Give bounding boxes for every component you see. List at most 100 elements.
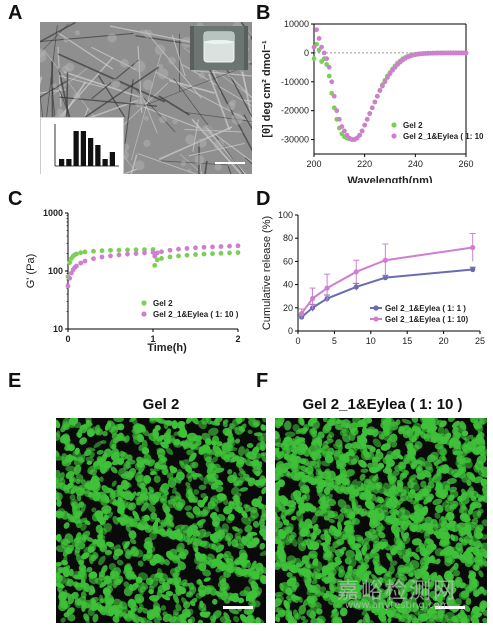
data-point [99,248,105,254]
data-point [91,256,96,262]
y-tick-label: 20 [283,303,293,313]
data-point [357,132,362,138]
data-point [150,249,156,255]
data-point [382,257,388,263]
x-axis-label: Time(h) [147,342,187,354]
data-point [309,295,316,302]
data-point [99,254,105,260]
data-point [336,116,342,122]
data-point [74,263,79,269]
data-point [154,250,160,256]
histogram-inset [40,117,124,174]
y-tick-label: -20000 [281,106,309,116]
y-tick-label: 60 [283,256,293,266]
data-point [184,252,190,258]
data-point [67,260,73,265]
tem-fiber-texture [40,22,252,174]
data-point [65,283,71,289]
legend-marker [373,316,379,322]
data-point [299,311,305,317]
data-point [367,111,373,116]
data-point [324,56,330,62]
data-point [159,249,164,255]
data-point [326,64,332,70]
data-point [108,247,113,253]
hist-bar [95,145,101,166]
data-point [193,252,198,257]
data-point [382,79,388,85]
legend-label: Gel 2 [153,299,173,308]
legend-label: Gel 2_1&Eylea ( 1: 10 ) [153,310,239,319]
tem-image [40,22,252,174]
vial-icon [194,26,244,70]
cell-texture-f [275,418,487,623]
data-point [314,27,319,33]
hist-bar [66,159,72,166]
data-point [387,71,393,77]
data-point [167,247,173,253]
data-point [380,83,385,89]
y-tick-label: 0 [304,48,309,58]
data-point [116,247,122,253]
x-tick-label: 15 [402,336,412,346]
legend-label: Gel 2_1&Eylea ( 1: 10) [385,315,468,324]
fluorescence-image-gel2-eylea: 嘉峪检测网 www.anytesting.com [275,418,487,623]
x-tick-label: 200 [306,159,321,169]
fluorescence-image-gel2 [56,418,266,623]
data-point [463,50,469,56]
data-point [372,99,378,105]
data-point [82,249,88,255]
x-tick-label: 5 [332,336,337,346]
hist-bar [102,159,108,166]
series-line [300,246,473,315]
data-point [321,50,327,56]
y-tick-label: 10 [53,324,63,334]
data-point [362,122,368,128]
data-point [78,260,84,266]
data-point [324,285,330,291]
data-point [125,247,130,253]
vial-photo-inset [190,26,248,70]
cell-texture-e [56,418,266,623]
data-point [326,73,332,79]
y-tick-label: -10000 [281,77,309,87]
y-tick-label: 0 [288,326,293,336]
data-point [154,257,160,263]
data-point [377,88,383,93]
legend-marker [373,305,379,311]
data-point [184,246,190,251]
x-tick-label: 20 [439,336,449,346]
legend-marker [391,122,397,128]
y-tick-label: -30000 [281,135,309,145]
data-point [235,250,241,255]
data-point [74,251,79,257]
cd-spectrum-chart: 10000 0 -10000 -20000 -30000 200 220 240 260 Wave… [261,19,486,183]
data-point [108,253,113,259]
data-point [353,269,359,275]
watermark-sub: www.anytesting.com [345,600,450,611]
panel-letter-d: D [256,188,271,210]
data-point [67,275,73,281]
legend-marker [141,300,147,306]
legend-label: Gel 2_1&Eylea ( 1: 10 ) [403,132,486,141]
panel-letter-a: A [8,2,23,24]
data-point [385,75,390,80]
data-point [470,244,476,251]
watermark-main: 嘉峪检测网 [337,579,458,604]
data-point [364,116,370,122]
hist-bar [73,131,79,166]
data-point [152,253,158,259]
data-point [176,246,181,252]
rheology-chart: 10 100 1000 0 1 2 Time(h) G' (Pa) Gel 2 Gel 2_1&E… [25,208,241,354]
data-point [374,93,380,99]
hist-bar [88,138,94,166]
data-point [78,250,84,256]
data-point [210,244,215,250]
data-point [152,262,158,268]
x-axis-label: Wavelength(nm) [347,175,432,183]
x-tick-label: 10 [366,336,376,346]
data-point [316,36,322,41]
y-axis-label: Cumulative release (%) [261,216,273,330]
data-point [311,56,317,62]
data-point [201,244,207,250]
